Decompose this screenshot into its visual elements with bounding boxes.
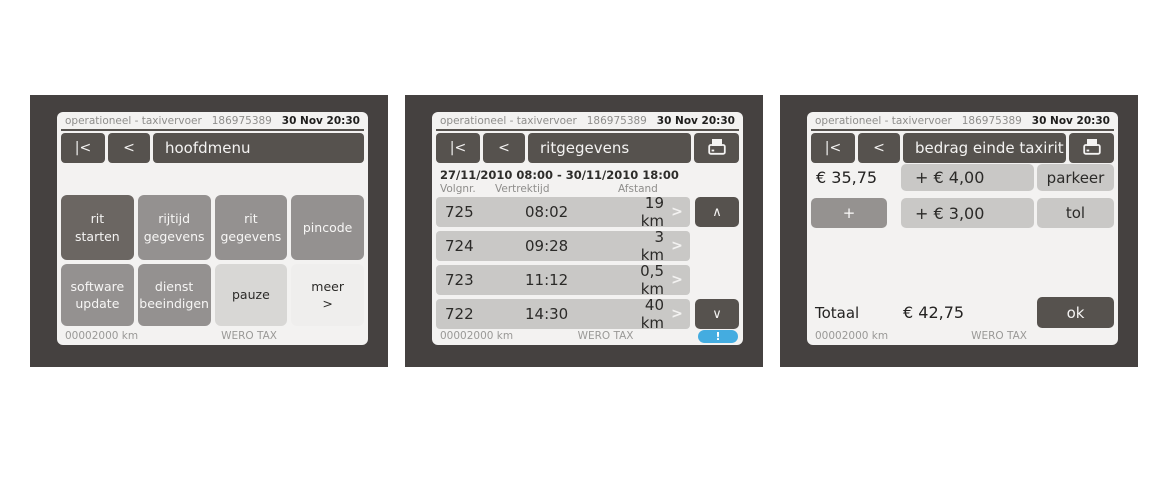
screen-bedrag: operationeel - taxivervoer 186975389 30 … (807, 112, 1118, 345)
printer-icon (707, 139, 726, 155)
nav-back-button[interactable]: < (858, 133, 900, 163)
surcharge-tol-button[interactable]: tol (1037, 198, 1114, 228)
row-volgnr: 723 (445, 271, 474, 289)
table-row[interactable]: 725 08:02 19 km > (436, 194, 690, 230)
column-headers: Volgnr. Vertrektijd Afstand (440, 183, 735, 195)
trip-rows: 725 08:02 19 km > 724 09:28 3 km > 723 1… (436, 194, 690, 332)
menu-button-software-update[interactable]: software update (61, 264, 134, 326)
row-vertrektijd: 09:28 (525, 237, 569, 255)
fare-amount: € 35,75 (816, 168, 878, 187)
print-button[interactable] (694, 133, 739, 163)
odometer: 00002000 km (65, 330, 139, 342)
alert-button[interactable]: ! (698, 329, 738, 343)
status-datetime: 30 Nov 20:30 (1031, 115, 1110, 127)
status-terminal-id: 186975389 (961, 115, 1022, 127)
row-afstand: 0,5 km (640, 262, 664, 298)
main-menu-grid: rit starten rijtijd gegevens rit gegeven… (61, 195, 364, 326)
add-surcharge-button[interactable]: + (811, 198, 887, 228)
status-app-label: operationeel - taxivervoer (440, 115, 577, 127)
status-app-label: operationeel - taxivervoer (65, 115, 202, 127)
page-title: ritgegevens (528, 133, 691, 163)
scroll-column: ∧ ∨ (695, 197, 739, 329)
menu-button-rit-starten[interactable]: rit starten (61, 195, 134, 260)
menu-button-dienst-beeindigen[interactable]: dienst beeindigen (137, 264, 211, 326)
chevron-right-icon: > (671, 306, 683, 322)
table-row[interactable]: 723 11:12 0,5 km > (436, 262, 690, 298)
brand-label: WERO TAX (971, 330, 1027, 342)
row-afstand: 3 km (640, 228, 664, 264)
odometer: 00002000 km (440, 330, 514, 342)
menu-button-rijtijd-gegevens[interactable]: rijtijd gegevens (137, 195, 211, 260)
total-value: € 42,75 (903, 303, 965, 322)
fare-row: € 35,75 + € 4,00 parkeer (811, 164, 1114, 191)
menu-button-meer[interactable]: meer > (291, 264, 364, 326)
status-bar: operationeel - taxivervoer 186975389 30 … (65, 114, 360, 128)
status-datetime: 30 Nov 20:30 (656, 115, 735, 127)
status-app-label: operationeel - taxivervoer (815, 115, 952, 127)
print-button[interactable] (1069, 133, 1114, 163)
odometer: 00002000 km (815, 330, 889, 342)
table-row[interactable]: 722 14:30 40 km > (436, 296, 690, 332)
brand-label: WERO TAX (577, 330, 634, 342)
nav-home-button[interactable]: |< (811, 133, 855, 163)
chevron-right-icon: > (671, 204, 683, 220)
status-datetime: 30 Nov 20:30 (281, 115, 360, 127)
trip-list: 725 08:02 19 km > 724 09:28 3 km > 723 1… (436, 194, 739, 332)
printer-icon (1082, 139, 1101, 155)
nav-divider (811, 129, 1114, 131)
footer: 00002000 km WERO TAX (815, 329, 1110, 343)
report-period: 27/11/2010 08:00 - 30/11/2010 18:00 (440, 168, 679, 182)
scroll-up-button[interactable]: ∧ (695, 197, 739, 227)
surcharge-parkeer-button[interactable]: parkeer (1037, 164, 1114, 191)
footer: 00002000 km WERO TAX (65, 329, 360, 343)
brand-label: WERO TAX (221, 330, 277, 342)
nav-back-button[interactable]: < (108, 133, 150, 163)
row-volgnr: 724 (445, 237, 474, 255)
row-vertrektijd: 08:02 (525, 203, 569, 221)
terminal-ritgegevens: operationeel - taxivervoer 186975389 30 … (405, 95, 763, 367)
status-bar: operationeel - taxivervoer 186975389 30 … (440, 114, 735, 128)
column-header-afstand: Afstand (618, 183, 658, 195)
menu-button-rit-gegevens[interactable]: rit gegevens (214, 195, 288, 260)
chevron-right-icon: > (671, 238, 683, 254)
total-row: Totaal € 42,75 ok (815, 297, 1114, 328)
terminal-hoofdmenu: operationeel - taxivervoer 186975389 30 … (30, 95, 388, 367)
page-title: hoofdmenu (153, 133, 364, 163)
nav-divider (436, 129, 739, 131)
row-afstand: 19 km (640, 194, 664, 230)
nav-home-button[interactable]: |< (436, 133, 480, 163)
row-vertrektijd: 14:30 (525, 305, 569, 323)
footer: 00002000 km WERO TAX ! (440, 329, 738, 343)
nav-back-button[interactable]: < (483, 133, 525, 163)
status-terminal-id: 186975389 (586, 115, 647, 127)
nav-bar: |< < hoofdmenu (61, 133, 364, 163)
ok-button[interactable]: ok (1037, 297, 1114, 328)
row-volgnr: 725 (445, 203, 474, 221)
chevron-right-icon: > (671, 272, 683, 288)
nav-home-button[interactable]: |< (61, 133, 105, 163)
nav-divider (61, 129, 364, 131)
column-header-volgnr: Volgnr. (440, 183, 476, 195)
nav-bar: |< < ritgegevens (436, 133, 739, 163)
menu-button-pauze[interactable]: pauze (214, 264, 288, 326)
surcharge-tol-amount-button[interactable]: + € 3,00 (901, 198, 1034, 228)
total-label: Totaal (815, 303, 860, 322)
table-row[interactable]: 724 09:28 3 km > (436, 228, 690, 264)
menu-button-pincode[interactable]: pincode (291, 195, 364, 260)
nav-bar: |< < bedrag einde taxirit (811, 133, 1114, 163)
surcharge-row: + + € 3,00 tol (811, 198, 1114, 228)
row-afstand: 40 km (640, 296, 664, 332)
surcharge-parkeer-amount-button[interactable]: + € 4,00 (901, 164, 1034, 191)
screen-ritgegevens: operationeel - taxivervoer 186975389 30 … (432, 112, 743, 345)
row-vertrektijd: 11:12 (525, 271, 569, 289)
terminal-bedrag-einde-taxirit: operationeel - taxivervoer 186975389 30 … (780, 95, 1138, 367)
row-volgnr: 722 (445, 305, 474, 323)
page-title: bedrag einde taxirit (903, 133, 1066, 163)
scroll-down-button[interactable]: ∨ (695, 299, 739, 329)
status-terminal-id: 186975389 (211, 115, 272, 127)
column-header-vertrektijd: Vertrektijd (495, 183, 550, 195)
screen-hoofdmenu: operationeel - taxivervoer 186975389 30 … (57, 112, 368, 345)
status-bar: operationeel - taxivervoer 186975389 30 … (815, 114, 1110, 128)
